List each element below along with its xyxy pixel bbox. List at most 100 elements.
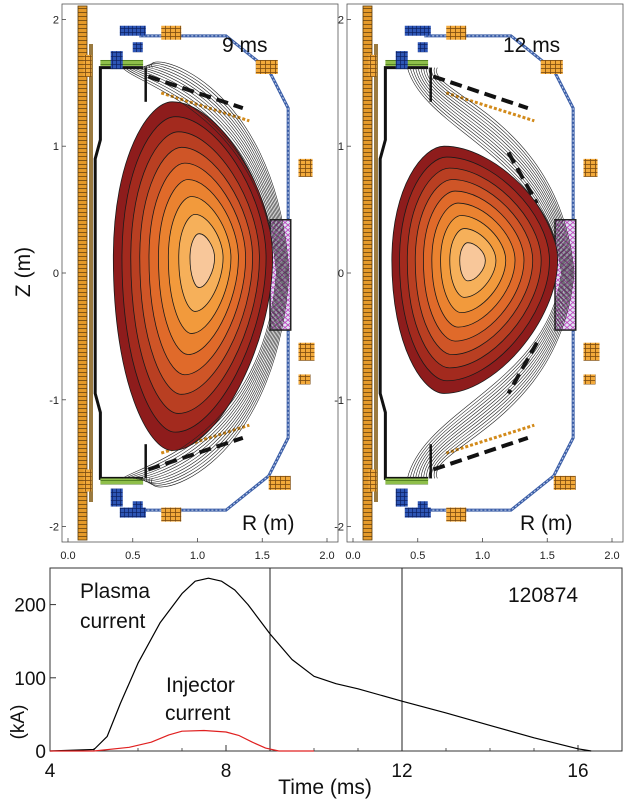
x-tick-label: 0.5 [125, 550, 140, 562]
bottom-axis-ticks: 4 8 12 16 0 100 200 [14, 596, 588, 782]
divertor-coil [119, 25, 146, 36]
field-line [151, 61, 290, 274]
pf-coil [583, 158, 598, 177]
left-x-axis-label: R (m) [242, 512, 294, 535]
right-time-label: 12 ms [503, 34, 560, 57]
divertor-coil [110, 51, 123, 70]
lower-divertor-tiles [100, 478, 144, 485]
x-tick-label: 8 [221, 761, 232, 782]
y-tick-label: -1 [49, 395, 59, 407]
field-line [428, 272, 571, 479]
lower-divertor-tiles [385, 478, 429, 485]
y-tick-label: -2 [49, 522, 59, 534]
field-line [431, 272, 572, 479]
field-line [412, 67, 565, 274]
pf-coil [161, 25, 182, 40]
plasma-current-label-line1: Plasma [80, 580, 150, 603]
field-line [423, 67, 569, 274]
field-line [431, 67, 572, 274]
divertor-coil [417, 42, 428, 53]
y-tick-label: 1 [53, 141, 59, 153]
pf-coil [583, 374, 596, 385]
field-line [127, 67, 280, 274]
field-line [417, 272, 567, 479]
bottom-panel-frame [49, 567, 623, 752]
y-tick-label: 2 [53, 14, 59, 26]
field-line [146, 272, 287, 484]
field-line [407, 67, 562, 274]
plasma-current-label-line2: current [80, 610, 146, 633]
x-tick-label: 4 [45, 761, 56, 782]
current-traces [49, 577, 592, 752]
injector-current-line [50, 729, 314, 752]
inner-first-wall [93, 66, 144, 480]
field-line [138, 67, 284, 274]
passive-plate [432, 74, 529, 111]
pf-coil [368, 469, 377, 492]
injector-current-label-line2: current [165, 702, 231, 725]
x-tick-label: 0.0 [60, 550, 75, 562]
x-tick-label: 1.5 [255, 550, 270, 562]
field-line [135, 272, 283, 480]
pf-coil [540, 59, 563, 74]
field-line [420, 272, 568, 479]
field-line [124, 272, 278, 479]
shot-number: 120874 [508, 584, 578, 607]
center-column [362, 5, 373, 541]
right-plasma-contours [391, 67, 575, 479]
x-tick-label: 16 [567, 761, 588, 782]
y-tick-label: 0 [338, 268, 344, 280]
pf-coil [255, 59, 278, 74]
x-tick-label: 1.0 [190, 550, 205, 562]
field-line [407, 272, 562, 479]
field-line [433, 67, 574, 274]
field-line [433, 272, 574, 479]
center-stack-liner [374, 44, 378, 502]
injector-current-label-line1: Injector [166, 674, 235, 697]
passive-plate [147, 435, 244, 472]
passive-plate [147, 74, 244, 111]
field-line [151, 272, 290, 488]
field-line [146, 64, 287, 274]
x-tick-label: 0.0 [345, 550, 360, 562]
field-line [420, 67, 568, 274]
y-tick-label: -1 [334, 395, 344, 407]
field-line [409, 67, 563, 274]
upper-coil-row [445, 91, 535, 123]
x-tick-label: 0.5 [410, 550, 425, 562]
x-tick-label: 2.0 [319, 550, 334, 562]
field-line [415, 67, 566, 274]
flux-contour [189, 233, 215, 288]
field-line [415, 272, 566, 479]
bottom-panel: 4 8 12 16 0 100 200 Plasma current Injector cu… [8, 567, 623, 799]
divertor-coil [132, 42, 143, 53]
pf-coil [446, 507, 467, 522]
divertor-coil [395, 51, 408, 70]
y-tick-label: 100 [14, 669, 46, 690]
x-tick-label: 1.5 [540, 550, 555, 562]
divertor-coil [110, 488, 123, 507]
divertor-coil [404, 25, 431, 36]
pf-coil [298, 374, 311, 385]
y-tick-label: 0 [35, 742, 46, 763]
pf-coil [368, 54, 377, 77]
left-time-label: 9 ms [222, 34, 268, 57]
field-line [130, 67, 281, 274]
flux-contour [459, 242, 486, 282]
right-axis-ticks: 0.0 0.5 1.0 1.5 2.0 2 1 0 -1 -2 [334, 14, 619, 562]
left-panel: 0.0 0.5 1.0 1.5 2.0 2 1 0 -1 -2 9 ms R (m) Z (m) [12, 3, 339, 562]
field-line [417, 67, 567, 274]
field-line [133, 272, 282, 479]
field-line [423, 272, 569, 479]
field-line [436, 272, 575, 479]
lower-coil-row [445, 423, 535, 455]
x-tick-label: 2.0 [604, 550, 619, 562]
left-axis-ticks: 0.0 0.5 1.0 1.5 2.0 2 1 0 -1 -2 [49, 14, 334, 562]
divertor-coil [395, 488, 408, 507]
divertor-coil [132, 501, 143, 512]
divertor-coil [119, 507, 146, 518]
divertor-coil [404, 507, 431, 518]
inner-first-wall [378, 66, 429, 480]
y-tick-label: -2 [334, 522, 344, 534]
